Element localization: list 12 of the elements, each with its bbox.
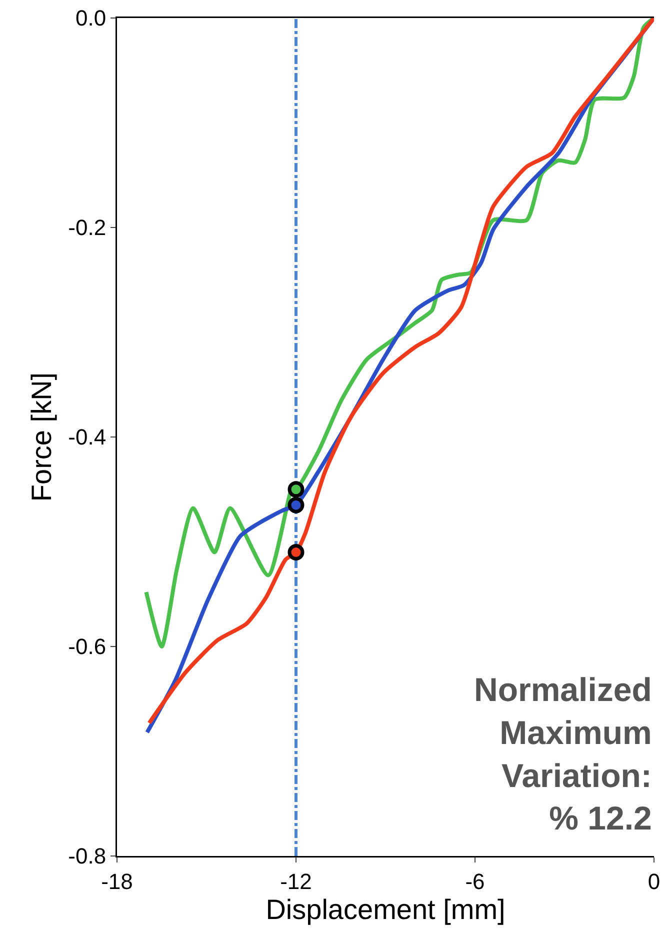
x-axis-title: Displacement [mm] <box>266 894 506 925</box>
y-axis-title: Force [kN] <box>26 372 58 502</box>
y-tick-label: 0.0 <box>76 6 106 31</box>
y-tick-label: -0.6 <box>68 634 106 660</box>
x-tick-label: -18 <box>101 868 133 894</box>
y-tick-label: -0.2 <box>68 215 106 240</box>
y-tick-label: -0.4 <box>68 424 106 450</box>
x-tick-label: -12 <box>280 868 312 894</box>
y-tick-label: -0.8 <box>68 844 106 869</box>
x-tick-label: -6 <box>465 868 485 894</box>
x-tick-label: 0 <box>648 868 660 894</box>
annotation: Normalized Maximum Variation: % 12.2 <box>474 671 652 837</box>
